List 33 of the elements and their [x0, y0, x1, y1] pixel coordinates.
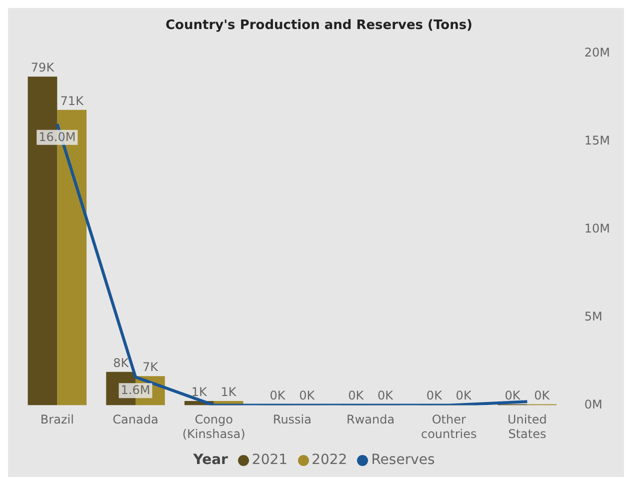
data-label: 79K: [30, 60, 56, 75]
chart-title: Country's Production and Reserves (Tons): [166, 18, 472, 34]
data-label: 0K: [504, 388, 522, 402]
x-tick-label: Russia: [272, 412, 312, 427]
data-label: 71K: [60, 94, 85, 108]
data-label: 16.0M: [38, 130, 76, 144]
data-label: 1.6M: [120, 383, 150, 398]
x-tick-label: Canada: [112, 412, 158, 427]
y2-tick-label: 0M: [584, 397, 602, 412]
y2-tick-label: 10M: [584, 222, 610, 236]
legend-title: Year: [193, 452, 228, 468]
data-label: 0K: [456, 388, 472, 402]
data-label: 0K: [299, 388, 316, 402]
data-label: 8K: [113, 356, 130, 370]
data-label: 7K: [142, 360, 160, 374]
data-label: 0K: [426, 388, 444, 402]
data-label: 0K: [348, 388, 365, 402]
legend-label: 2021: [252, 452, 288, 468]
data-label: 0K: [377, 388, 394, 402]
data-label: 1K: [220, 385, 238, 400]
data-label: 1K: [191, 385, 208, 400]
legend-label: Reserves: [371, 452, 435, 468]
data-label: 0K: [534, 388, 551, 402]
x-tick-label: Congo (Kinshasa): [182, 412, 246, 441]
y2-tick-label: 15M: [584, 134, 610, 148]
y2-tick-label: 20M: [584, 46, 610, 60]
x-tick-label: Brazil: [40, 412, 74, 427]
x-tick-label: Rwanda: [346, 412, 395, 427]
data-label: 0K: [270, 388, 286, 402]
x-tick-label: Other countries: [420, 412, 477, 441]
y2-tick-label: 5M: [584, 309, 602, 324]
legend-label: 2022: [312, 452, 348, 468]
x-tick-label: United States: [507, 412, 547, 441]
